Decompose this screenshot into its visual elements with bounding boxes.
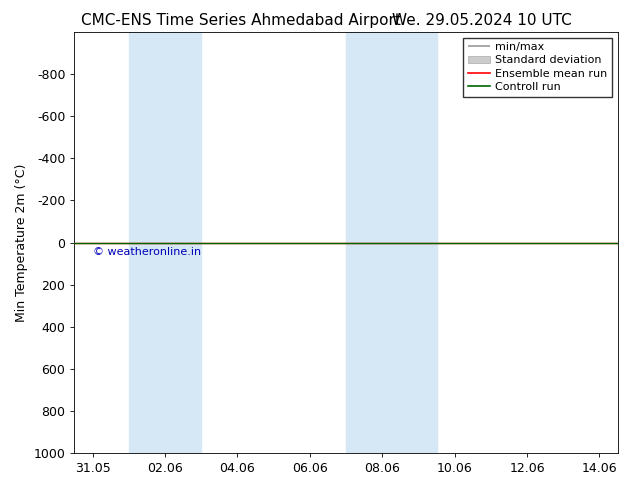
Text: CMC-ENS Time Series Ahmedabad Airport: CMC-ENS Time Series Ahmedabad Airport: [81, 13, 401, 28]
Legend: min/max, Standard deviation, Ensemble mean run, Controll run: min/max, Standard deviation, Ensemble me…: [463, 38, 612, 97]
Bar: [346, 32, 437, 453]
Y-axis label: Min Temperature 2m (°C): Min Temperature 2m (°C): [15, 163, 28, 322]
Bar: [129, 32, 201, 453]
Text: © weatheronline.in: © weatheronline.in: [93, 247, 202, 257]
Text: We. 29.05.2024 10 UTC: We. 29.05.2024 10 UTC: [392, 13, 572, 28]
